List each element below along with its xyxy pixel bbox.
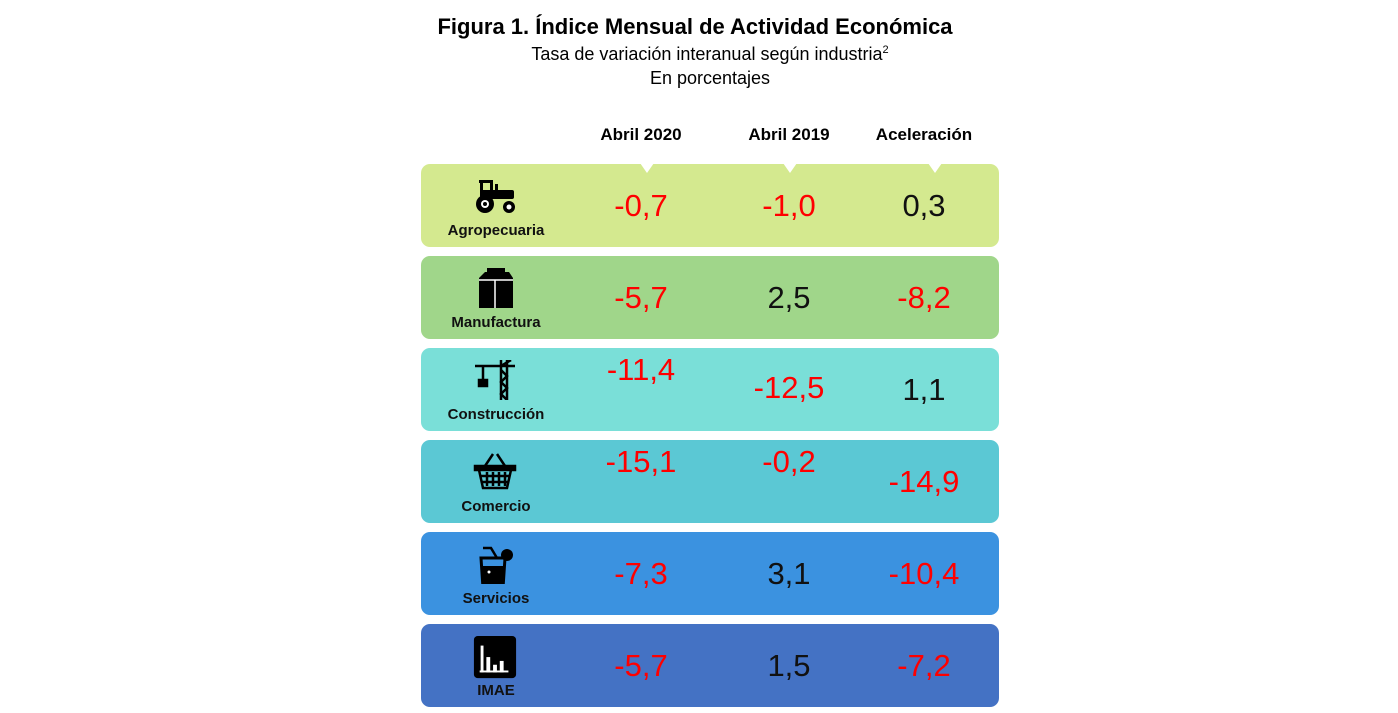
figure-subtitle: Tasa de variación interanual según indus… <box>420 44 1000 65</box>
table-row-construccion: Construcción -11,4 -12,5 1,1 <box>421 348 999 431</box>
cell-aceleracion: -14,9 <box>888 464 960 499</box>
cell-aceleracion: -7,2 <box>897 648 951 683</box>
table-row-imae: IMAE -5,7 1,5 -7,2 <box>421 624 999 707</box>
row-label: Manufactura <box>451 314 541 331</box>
figure-unit: En porcentajes <box>649 68 771 88</box>
table-row-manufactura: Manufactura -5,7 2,5 -8,2 <box>421 256 999 339</box>
cell-abril-2019: -12,5 <box>753 370 825 405</box>
cell-abril-2019: 1,5 <box>767 648 811 683</box>
table-row-servicios: Servicios -7,3 3,1 -10,4 <box>421 532 999 615</box>
basket-icon <box>471 452 519 492</box>
row-label: Servicios <box>462 590 530 607</box>
cell-abril-2020: -7,3 <box>614 556 668 591</box>
row-label: Construcción <box>447 406 545 423</box>
cell-abril-2019: -1,0 <box>762 188 816 223</box>
cell-abril-2020: -5,7 <box>614 648 668 683</box>
cell-abril-2019: 3,1 <box>767 556 811 591</box>
table-row-comercio: Comercio -15,1 -0,2 -14,9 <box>421 440 999 523</box>
cell-aceleracion: 1,1 <box>902 372 946 407</box>
cell-abril-2020: -11,4 <box>606 352 676 387</box>
row-label: IMAE <box>477 682 515 699</box>
cell-abril-2019: 2,5 <box>767 280 811 315</box>
column-pointer <box>640 163 654 173</box>
row-label: Comercio <box>461 498 531 515</box>
cell-abril-2020: -5,7 <box>614 280 668 315</box>
cell-aceleracion: -8,2 <box>897 280 951 315</box>
cell-abril-2020: -0,7 <box>614 188 668 223</box>
drink-icon <box>471 544 519 590</box>
column-header-abril-2019: Abril 2019 <box>748 125 830 144</box>
bar-chart-icon <box>471 636 519 679</box>
subtitle-text: Tasa de variación interanual según indus… <box>531 44 883 64</box>
cell-aceleracion: -10,4 <box>888 556 960 591</box>
column-pointer <box>783 163 797 173</box>
cell-abril-2019: -0,2 <box>762 444 816 479</box>
footnote-marker: 2 <box>882 44 889 56</box>
tractor-icon <box>471 176 519 216</box>
package-icon <box>471 268 519 310</box>
column-header-abril-2020: Abril 2020 <box>600 125 682 144</box>
row-label: Agropecuaria <box>447 222 545 239</box>
crane-icon <box>471 358 519 401</box>
table-row-agropecuaria: Agropecuaria -0,7 -1,0 0,3 <box>421 163 999 247</box>
figure-title: Figura 1. Índice Mensual de Actividad Ec… <box>437 14 953 39</box>
column-pointer <box>928 163 942 173</box>
cell-abril-2020: -15,1 <box>605 444 677 479</box>
column-header-aceleracion: Aceleración <box>875 125 973 144</box>
cell-aceleracion: 0,3 <box>902 188 946 223</box>
